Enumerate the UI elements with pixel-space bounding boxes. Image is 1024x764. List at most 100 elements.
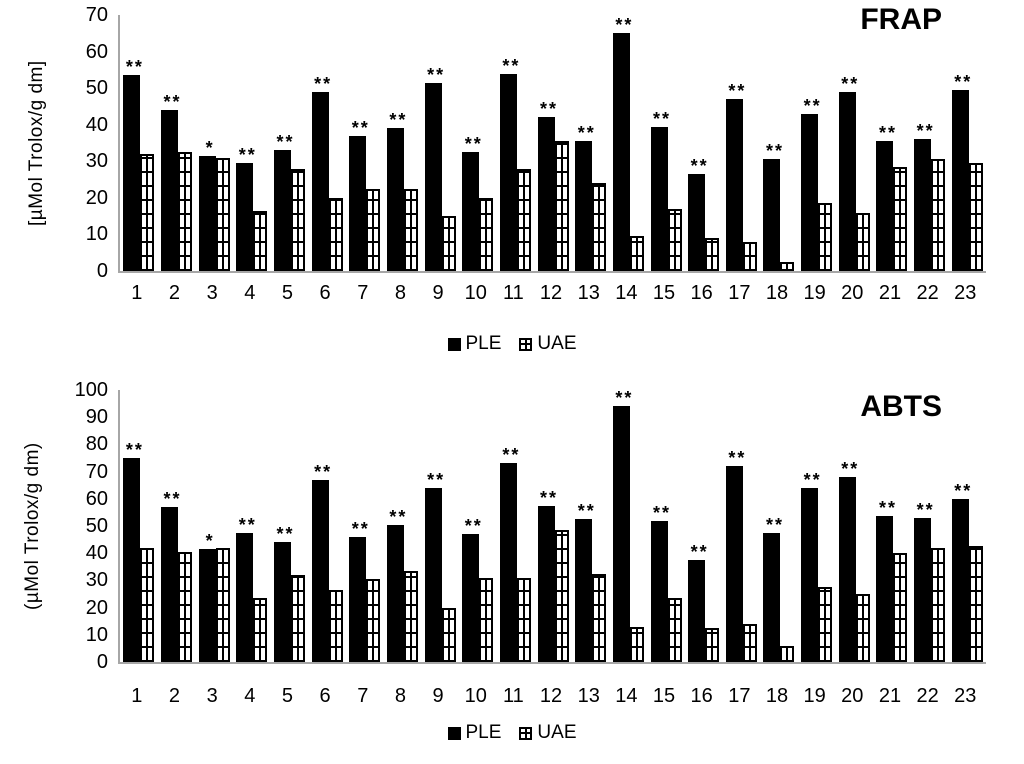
significance-marker: ** — [540, 487, 559, 508]
bar-ple-6 — [311, 91, 329, 271]
x-tick-label: 13 — [577, 282, 600, 304]
bar-uae-12 — [554, 141, 569, 271]
bar-group-15: ** — [647, 15, 685, 271]
bar-uae-6 — [328, 589, 343, 662]
bar-uae-15 — [667, 208, 682, 271]
significance-marker: ** — [615, 15, 634, 36]
significance-marker: ** — [765, 141, 784, 162]
bar-ple-9 — [424, 82, 442, 271]
x-tick-label: 3 — [206, 282, 218, 304]
bar-group-20: ** — [835, 15, 873, 271]
x-tick-label: 20 — [841, 282, 864, 304]
bar-ple-10 — [462, 152, 480, 271]
x-tick-label: 16 — [690, 685, 713, 707]
bar-uae-7 — [366, 579, 381, 662]
bar-uae-14 — [629, 236, 644, 271]
y-axis-title: [µMol Trolox/g dm] — [26, 60, 47, 226]
significance-marker: ** — [728, 81, 747, 102]
bar-group-1: ** — [120, 15, 158, 271]
bar-group-5: ** — [271, 390, 309, 662]
bar-ple-9 — [424, 487, 442, 662]
significance-marker: ** — [427, 64, 446, 85]
bar-ple-5 — [273, 542, 291, 662]
bar-group-13: ** — [572, 15, 610, 271]
bar-ple-14 — [612, 33, 630, 271]
y-tick-label: 20 — [85, 596, 108, 619]
bar-group-21: ** — [873, 390, 911, 662]
bar-group-4: ** — [233, 15, 271, 271]
bar-group-19: ** — [798, 15, 836, 271]
bar-uae-16 — [705, 628, 720, 662]
bar-group-15: ** — [647, 390, 685, 662]
bar-group-17: ** — [723, 390, 761, 662]
bar-uae-18 — [780, 261, 795, 271]
bar-ple-1 — [123, 75, 141, 271]
x-tick-label: 5 — [281, 282, 294, 304]
bar-group-23: ** — [948, 15, 986, 271]
bar-uae-18 — [780, 645, 795, 662]
bar-group-22: ** — [911, 390, 949, 662]
x-tick-label: 22 — [916, 282, 939, 304]
bar-ple-15 — [650, 520, 668, 662]
significance-marker: ** — [841, 459, 860, 480]
significance-marker: ** — [803, 469, 822, 490]
y-axis-ticks: 0 10 20 30 40 50 60 70 80 90 100 — [58, 380, 108, 672]
legend: PLE UAE — [0, 722, 1024, 744]
bar-uae-21 — [893, 553, 908, 662]
bar-uae-17 — [742, 241, 757, 271]
chart-title-frap: FRAP — [860, 3, 942, 36]
bar-ple-2 — [160, 110, 178, 271]
bar-group-10: ** — [459, 390, 497, 662]
significance-marker: ** — [351, 117, 370, 138]
bar-ple-18 — [763, 159, 781, 271]
bar-group-2: ** — [158, 390, 196, 662]
significance-marker: * — [205, 137, 215, 158]
bar-uae-22 — [931, 159, 946, 271]
x-tick-label: 11 — [503, 685, 524, 707]
y-tick-label: 40 — [85, 113, 108, 136]
bar-ple-7 — [349, 135, 367, 271]
bar-uae-10 — [479, 197, 494, 271]
bar-ple-7 — [349, 536, 367, 662]
bar-uae-7 — [366, 188, 381, 271]
x-axis-labels: 1 2 3 4 5 6 7 8 9 10 11 12 13 14 15 16 17 18 19 20 21 22 23 — [118, 281, 984, 305]
bar-ple-8 — [386, 524, 404, 662]
significance-marker: ** — [916, 121, 935, 142]
y-tick-label: 80 — [85, 433, 108, 456]
significance-marker: ** — [653, 108, 672, 129]
y-tick-label: 10 — [85, 623, 108, 646]
bar-uae-4 — [253, 210, 268, 271]
bar-ple-23 — [951, 498, 969, 662]
bar-group-3: * — [195, 15, 233, 271]
bar-ple-23 — [951, 89, 969, 271]
bar-group-9: ** — [421, 15, 459, 271]
x-tick-label: 5 — [281, 685, 294, 707]
legend-label-ple: PLE — [465, 722, 502, 743]
bar-ple-13 — [575, 519, 593, 662]
bar-group-20: ** — [835, 390, 873, 662]
y-tick-label: 20 — [85, 186, 108, 209]
x-tick-label: 19 — [803, 685, 826, 707]
bar-group-18: ** — [760, 15, 798, 271]
bar-uae-3 — [215, 157, 230, 271]
bar-group-18: ** — [760, 390, 798, 662]
bar-group-6: ** — [308, 15, 346, 271]
x-tick-label: 3 — [206, 685, 218, 707]
significance-marker: ** — [577, 123, 596, 144]
bar-uae-3 — [215, 547, 230, 662]
significance-marker: ** — [163, 488, 182, 509]
x-tick-label: 14 — [615, 685, 638, 707]
y-tick-label: 90 — [85, 406, 108, 429]
y-tick-label: 30 — [85, 569, 108, 592]
bar-uae-5 — [290, 574, 305, 662]
bar-group-1: ** — [120, 390, 158, 662]
bar-ple-4 — [236, 532, 254, 662]
bar-group-6: ** — [308, 390, 346, 662]
bar-ple-22 — [914, 517, 932, 662]
bar-uae-8 — [403, 188, 418, 271]
bar-uae-11 — [516, 168, 531, 271]
bar-group-7: ** — [346, 15, 384, 271]
y-tick-label: 50 — [85, 515, 108, 537]
x-tick-label: 10 — [464, 685, 487, 707]
bar-ple-11 — [499, 73, 517, 271]
